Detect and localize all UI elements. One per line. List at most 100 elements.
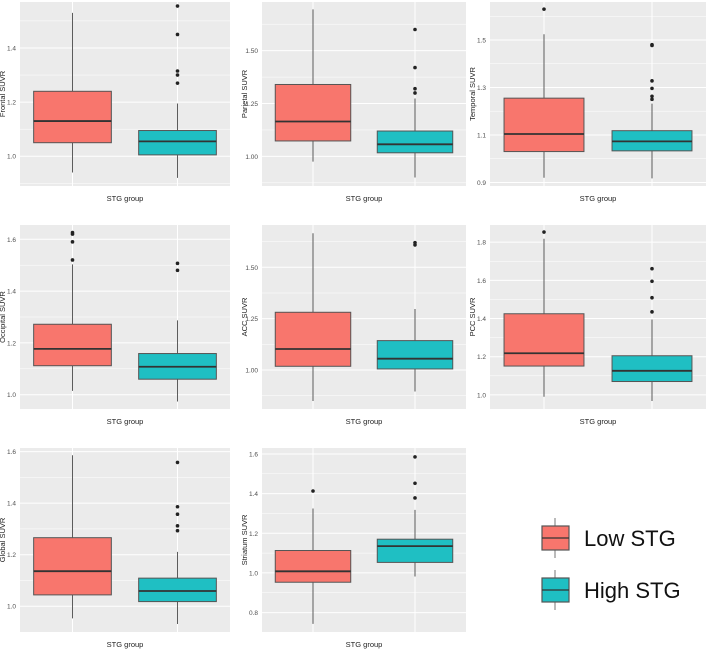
panel-pcc: 1.0 1.2 1.4 1.6 1.8 PCC SUVR STG group [468, 225, 706, 426]
outlier-point [650, 97, 654, 102]
outlier-point [175, 81, 180, 85]
outlier-point [413, 27, 417, 32]
legend: Low STG High STG [541, 518, 681, 610]
outlier-point [542, 7, 546, 11]
outlier-point [70, 258, 75, 262]
y-axis-label: Parietal SUVR [240, 69, 249, 118]
y-axis-label: Frontal SUVR [0, 70, 7, 117]
outlier-point [175, 528, 180, 533]
outlier-point [413, 65, 417, 70]
outlier-point [175, 69, 180, 73]
legend-label: High STG [584, 578, 681, 603]
outlier-point [175, 32, 180, 37]
outlier-point [175, 261, 180, 266]
y-tick-label: 0.8 [249, 610, 258, 617]
outlier-point [650, 310, 654, 314]
y-tick-label: 1.6 [249, 451, 258, 458]
y-tick-label: 1.2 [7, 340, 16, 347]
box-high [138, 130, 217, 156]
outlier-point [175, 524, 180, 528]
y-tick-label: 1.3 [477, 85, 486, 92]
y-tick-label: 1.00 [245, 367, 258, 374]
outlier-point [650, 279, 654, 284]
panel-acc: 1.00 1.25 1.50 ACC SUVR STG group [240, 225, 466, 426]
box-high [611, 355, 693, 383]
y-tick-label: 1.6 [7, 237, 16, 244]
y-tick-label: 1.25 [245, 316, 258, 323]
y-axis-label: Temporal SUVR [468, 67, 477, 121]
outlier-point [650, 42, 654, 47]
outlier-point [413, 496, 417, 500]
y-tick-label: 1.2 [249, 531, 258, 538]
box-high [138, 577, 217, 603]
outlier-point [650, 94, 654, 99]
panel-striatum: 0.8 1.0 1.2 1.4 1.6 Striatum SUVR STG group [240, 448, 466, 649]
box-low [503, 97, 585, 153]
outlier-point [175, 4, 180, 8]
outlier-point [413, 91, 417, 95]
outlier-point [413, 240, 417, 245]
outlier-point [413, 455, 417, 459]
panel-frontal: 1.0 1.2 1.4 Frontal SUVR STG group [0, 2, 230, 203]
outlier-point [175, 512, 180, 517]
x-axis-label: STG group [580, 417, 617, 426]
box-low [33, 323, 112, 367]
box-low [33, 537, 112, 596]
y-tick-label: 1.4 [7, 46, 16, 53]
y-axis-label: Occipital SUVR [0, 291, 7, 343]
y-tick-label: 1.4 [249, 491, 258, 498]
box-high [376, 130, 454, 154]
y-tick-label: 1.2 [477, 354, 486, 361]
box-low [274, 550, 352, 583]
panel-parietal: 1.00 1.25 1.50 Parietal SUVR STG group [240, 2, 466, 203]
box-low [274, 311, 352, 367]
y-axis-label: ACC SUVR [240, 297, 249, 336]
panel-temporal: 0.9 1.1 1.3 1.5 Temporal SUVR STG group [468, 2, 706, 203]
outlier-point [175, 504, 180, 509]
x-axis-label: STG group [107, 417, 144, 426]
y-tick-label: 1.6 [477, 278, 486, 285]
y-axis-label: Global SUVR [0, 517, 7, 562]
outlier-point [175, 460, 180, 465]
panel-global: 1.0 1.2 1.4 1.6 Global SUVR STG group [0, 448, 230, 649]
outlier-point [70, 230, 75, 235]
x-axis-label: STG group [346, 640, 383, 649]
x-axis-label: STG group [346, 417, 383, 426]
y-tick-label: 1.8 [477, 240, 486, 247]
y-axis-label: Striatum SUVR [240, 514, 249, 565]
legend-label: Low STG [584, 526, 676, 551]
y-tick-label: 1.5 [477, 37, 486, 44]
y-tick-label: 1.0 [7, 154, 16, 161]
outlier-point [413, 86, 417, 91]
x-axis-label: STG group [346, 194, 383, 203]
box-high [376, 340, 454, 370]
y-tick-label: 1.4 [477, 316, 486, 323]
outlier-point [542, 230, 546, 234]
outlier-point [650, 295, 654, 300]
outlier-point [413, 481, 417, 486]
y-tick-label: 1.4 [7, 501, 16, 508]
plot-background [490, 2, 706, 186]
y-tick-label: 1.6 [7, 449, 16, 456]
x-axis-label: STG group [580, 194, 617, 203]
box-low [33, 90, 112, 144]
y-tick-label: 1.0 [7, 604, 16, 611]
y-tick-label: 1.25 [245, 101, 258, 108]
y-tick-label: 1.0 [7, 392, 16, 399]
panel-occipital: 1.0 1.2 1.4 1.6 Occipital SUVR STG group [0, 225, 230, 426]
y-tick-label: 1.1 [477, 132, 486, 139]
y-axis-label: PCC SUVR [468, 297, 477, 336]
outlier-point [70, 240, 75, 244]
y-tick-label: 1.2 [7, 100, 16, 107]
outlier-point [175, 73, 180, 77]
outlier-point [175, 268, 180, 273]
y-tick-label: 1.0 [249, 570, 258, 577]
y-tick-label: 1.4 [7, 289, 16, 296]
y-tick-label: 1.50 [245, 265, 258, 272]
outlier-point [650, 266, 654, 271]
y-tick-label: 1.2 [7, 552, 16, 559]
x-axis-label: STG group [107, 640, 144, 649]
x-axis-label: STG group [107, 194, 144, 203]
